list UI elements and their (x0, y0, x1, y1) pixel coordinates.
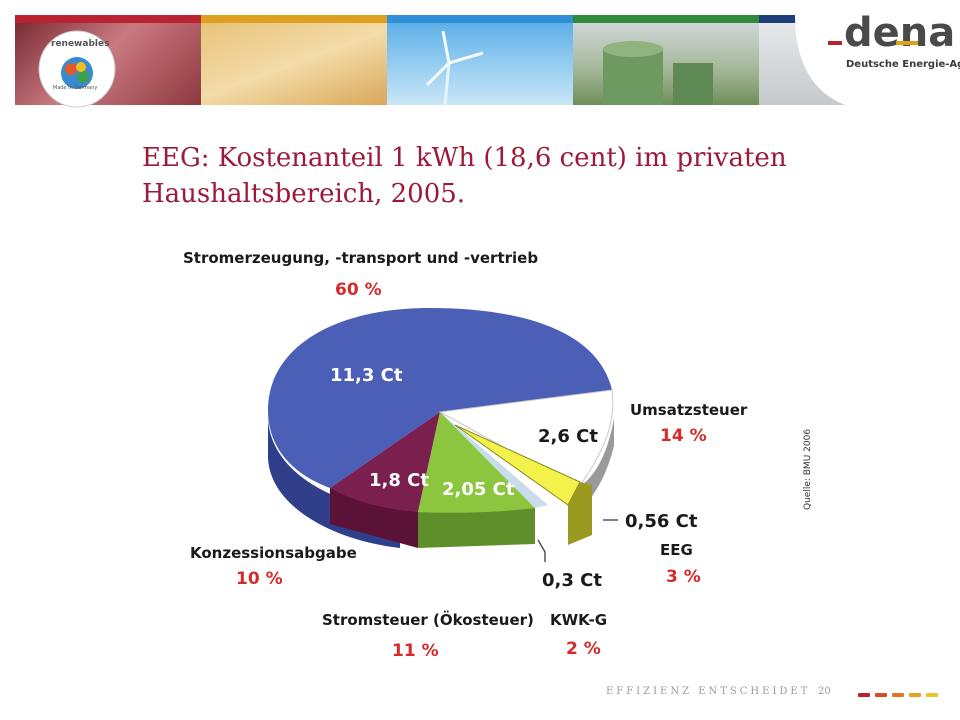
header-banner: renewables Made in Germany (15, 15, 960, 108)
slice-stromsteuer (418, 412, 535, 513)
label-umsatzsteuer: Umsatzsteuer (630, 401, 748, 419)
wind-turbine-image (387, 23, 573, 105)
stripe-red (15, 15, 201, 23)
label-eeg: EEG (660, 541, 693, 559)
value-stromsteuer: 2,05 Ct (442, 479, 515, 500)
renewables-badge (38, 30, 116, 108)
slice-stromerzeugung (268, 308, 612, 488)
stripe-blue (387, 15, 573, 23)
label-stromerzeugung: Stromerzeugung, -transport und -vertrieb (183, 249, 538, 267)
percent-stromsteuer: 11 % (392, 641, 439, 661)
label-konzessionsabgabe: Konzessionsabgabe (190, 544, 357, 562)
footer-tagline: EFFIZIENZ ENTSCHEIDET (606, 686, 811, 697)
value-kwkg: 0,3 Ct (542, 570, 602, 591)
label-kwkg: KWK-G (550, 611, 607, 629)
percent-umsatzsteuer: 14 % (660, 426, 707, 446)
logo-accent-bar-2 (896, 41, 918, 45)
footer-dash-3 (892, 693, 904, 697)
logo-background (795, 15, 960, 105)
wind-turbine-icon (425, 30, 484, 105)
badge-text: renewables (51, 39, 110, 49)
value-konzessionsabgabe: 1,8 Ct (369, 470, 429, 491)
slice-kwkg (440, 412, 548, 508)
footer-dash-1 (858, 693, 870, 697)
side-green (418, 508, 535, 548)
wood-texture-image (201, 23, 387, 105)
percent-kwkg: 2 % (566, 639, 601, 659)
source-note: Quelle: BMU 2006 (803, 428, 813, 510)
value-umsatzsteuer: 2,6 Ct (538, 426, 598, 447)
percent-stromerzeugung: 60 % (335, 280, 382, 300)
footer-dash-2 (875, 693, 887, 697)
value-stromerzeugung: 11,3 Ct (330, 365, 403, 386)
value-eeg: 0,56 Ct (625, 511, 698, 532)
logo-accent-bar (828, 41, 842, 45)
badge-subtext: Made in Germany (53, 85, 98, 91)
silo-icon (603, 41, 713, 105)
label-stromsteuer: Stromsteuer (Ökosteuer) (322, 610, 534, 629)
dena-logo-subtitle: Deutsche Energie-Agentur (846, 59, 960, 70)
stripe-orange (201, 15, 387, 23)
slide-title: EEG: Kostenanteil 1 kWh (18,6 cent) im p… (142, 143, 787, 209)
leader-kwkg (537, 539, 546, 562)
side-maroon (330, 488, 418, 548)
percent-eeg: 3 % (666, 567, 701, 587)
footer-dash-4 (909, 693, 921, 697)
slice-eeg-side (568, 482, 592, 545)
page-number: 20 (818, 686, 831, 697)
stripe-navy (759, 15, 819, 23)
footer-dash-5 (926, 693, 938, 697)
stripe-green (573, 15, 759, 23)
dena-logo-word: dena (844, 10, 956, 56)
biogas-plant-image (573, 23, 759, 105)
slice-konzessionsabgabe (330, 412, 440, 512)
percent-konzessionsabgabe: 10 % (236, 569, 283, 589)
